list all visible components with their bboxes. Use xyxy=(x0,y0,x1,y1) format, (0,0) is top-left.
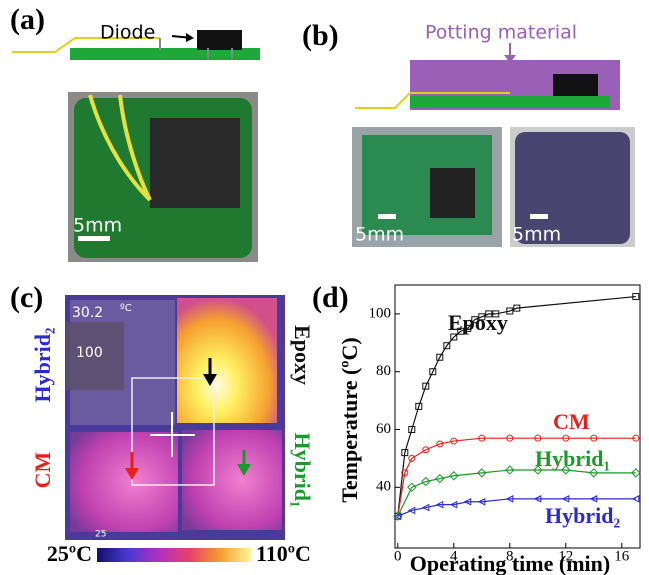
readout: 30.2 xyxy=(72,305,103,321)
colorbar xyxy=(97,548,252,562)
pcb xyxy=(410,96,610,108)
readout-unit: ºC xyxy=(120,303,132,314)
side-label: Epoxy xyxy=(290,325,315,385)
x-tick-label: 8 xyxy=(506,548,514,564)
series-line xyxy=(398,297,636,517)
scale-bar xyxy=(378,214,396,219)
series-label: Epoxy xyxy=(448,310,508,335)
diode-label: Diode xyxy=(100,22,155,44)
series-label: CM xyxy=(553,409,590,434)
panel-d: (d) Operating time (min) Temperature (ºC… xyxy=(312,281,640,575)
y-tick-label: 40 xyxy=(376,479,391,495)
photo-diode xyxy=(430,168,475,218)
series-label: Hybrid₂ xyxy=(545,503,620,528)
scale-bar xyxy=(530,214,548,219)
potting-label: Potting material xyxy=(425,22,577,44)
colorbar-min: 25ºC xyxy=(47,541,92,566)
readout-max: 100 xyxy=(76,345,103,361)
colorbar-max: 110ºC xyxy=(256,541,311,566)
panel-label: (d) xyxy=(312,281,349,314)
cm-block xyxy=(70,432,178,532)
x-tick-label: 4 xyxy=(450,548,458,564)
panel-c: (c) 30.2 ºC 100 25 Hybrid₂ CM Epoxy Hybr… xyxy=(10,281,315,566)
figure: (a) Diode 5mm (b) Potting material 5mm 5… xyxy=(0,0,649,575)
side-label: CM xyxy=(30,451,55,488)
panel-label: (c) xyxy=(10,281,43,314)
diode xyxy=(553,74,598,96)
readout-min: 25 xyxy=(95,530,106,540)
panel-label: (a) xyxy=(10,3,45,36)
series-label: Hybrid₁ xyxy=(535,446,610,471)
hybrid1-block xyxy=(182,430,282,530)
x-tick-label: 16 xyxy=(614,548,630,564)
scale-bar xyxy=(78,236,110,241)
y-tick-label: 100 xyxy=(369,305,392,321)
photo-diode xyxy=(150,118,240,208)
scale-label: 5mm xyxy=(73,215,122,237)
scale-label: 5mm xyxy=(355,224,404,246)
panel-label: (b) xyxy=(302,19,339,52)
y-tick-label: 60 xyxy=(376,421,391,437)
diode xyxy=(197,30,242,50)
panel-a: (a) Diode 5mm xyxy=(10,3,260,262)
epoxy-block xyxy=(177,298,277,423)
y-axis-label: Temperature (ºC) xyxy=(337,337,362,503)
scale-label: 5mm xyxy=(512,224,561,246)
x-tick-label: 12 xyxy=(558,548,573,564)
x-tick-label: 0 xyxy=(394,548,402,564)
side-label: Hybrid₁ xyxy=(290,432,315,507)
y-tick-label: 80 xyxy=(376,363,391,379)
panel-b: (b) Potting material 5mm 5mm xyxy=(302,19,635,247)
side-label: Hybrid₂ xyxy=(30,327,55,402)
arrow-head xyxy=(186,33,194,42)
